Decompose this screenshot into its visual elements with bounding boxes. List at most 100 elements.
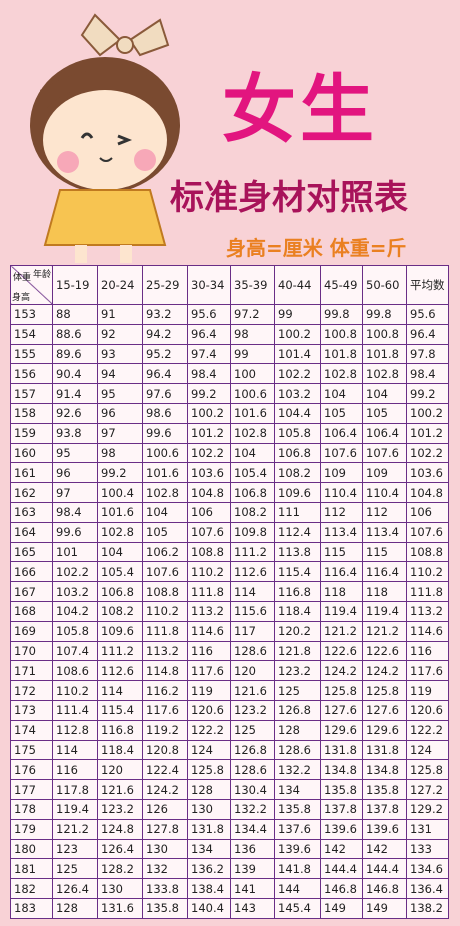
- title: 女生: [222, 67, 378, 153]
- weight-cell: 119.4: [52, 798, 98, 820]
- column-header: 15-19: [52, 265, 98, 305]
- weight-cell: 113.4: [320, 521, 363, 543]
- column-header: 平均数: [406, 265, 449, 305]
- weight-cell: 119: [187, 680, 231, 701]
- height-cell: 159: [10, 422, 53, 444]
- weight-cell: 136.4: [406, 878, 449, 899]
- weight-cell: 94.2: [142, 323, 188, 345]
- weight-cell: 144: [274, 878, 321, 899]
- weight-cell: 106.2: [142, 541, 188, 563]
- weight-cell: 103.2: [274, 383, 321, 404]
- height-cell: 166: [10, 561, 53, 583]
- weight-cell: 134: [274, 779, 321, 800]
- height-cell: 168: [10, 600, 53, 622]
- weight-cell: 113.4: [362, 521, 407, 543]
- weight-cell: 127.2: [406, 779, 449, 800]
- weight-cell: 98: [230, 323, 275, 345]
- weight-cell: 123.2: [97, 798, 143, 820]
- weight-cell: 117.6: [142, 699, 188, 721]
- weight-cell: 115.4: [97, 699, 143, 721]
- weight-cell: 135.8: [362, 779, 407, 800]
- table-row: 160 95 98 100.6 102.2 104 106.8 107.6 107.6 102.2: [10, 442, 449, 464]
- column-header: 35-39: [230, 265, 275, 305]
- table-row: 156 90.4 94 96.4 98.4 100 102.2 102.8 102.8 98.4: [10, 363, 449, 385]
- weight-cell: 128.6: [274, 739, 321, 761]
- weight-cell: 141.8: [274, 858, 321, 880]
- weight-cell: 113.2: [406, 600, 449, 622]
- corner-cell: 体重 年龄 身高: [10, 265, 53, 305]
- weight-cell: 114: [97, 680, 143, 701]
- weight-cell: 103.6: [187, 462, 231, 484]
- height-cell: 171: [10, 660, 53, 682]
- weight-cell: 116.4: [320, 561, 363, 583]
- weight-cell: 124.2: [362, 660, 407, 682]
- weight-cell: 88: [52, 304, 98, 325]
- weight-cell: 133: [406, 838, 449, 860]
- weight-cell: 114: [230, 581, 275, 602]
- weight-cell: 106.8: [230, 482, 275, 503]
- weight-cell: 116: [406, 640, 449, 662]
- subtitle: 标准身材对照表: [170, 178, 408, 218]
- weight-cell: 124: [406, 739, 449, 761]
- weight-cell: 99.6: [52, 521, 98, 543]
- weight-cell: 106.8: [97, 581, 143, 602]
- weight-cell: 110.4: [362, 482, 407, 503]
- weight-cell: 115: [362, 541, 407, 563]
- weight-cell: 114.8: [142, 660, 188, 682]
- weight-cell: 122.6: [320, 640, 363, 662]
- weight-cell: 124.8: [97, 818, 143, 840]
- weight-cell: 95: [97, 383, 143, 404]
- weight-cell: 104: [320, 383, 363, 404]
- weight-cell: 99.8: [320, 304, 363, 325]
- weight-cell: 99.2: [406, 383, 449, 404]
- weight-cell: 139: [230, 858, 275, 880]
- height-cell: 155: [10, 343, 53, 365]
- weight-cell: 129.6: [320, 719, 363, 741]
- weight-cell: 149: [362, 897, 407, 919]
- weight-cell: 124.2: [320, 660, 363, 682]
- weight-cell: 118: [362, 581, 407, 602]
- weight-cell: 108.2: [230, 501, 275, 523]
- weight-cell: 122.2: [406, 719, 449, 741]
- weight-cell: 108.8: [187, 541, 231, 563]
- weight-cell: 136: [230, 838, 275, 860]
- weight-cell: 106.4: [362, 422, 407, 444]
- weight-cell: 130: [97, 878, 143, 899]
- weight-cell: 112: [320, 501, 363, 523]
- weight-cell: 99.2: [187, 383, 231, 404]
- weight-cell: 106: [187, 501, 231, 523]
- weight-cell: 99: [274, 304, 321, 325]
- weight-cell: 100.8: [362, 323, 407, 345]
- column-header: 40-44: [274, 265, 321, 305]
- weight-cell: 146.8: [362, 878, 407, 899]
- weight-cell: 119.2: [142, 719, 188, 741]
- weight-cell: 125: [230, 719, 275, 741]
- weight-cell: 110.2: [406, 561, 449, 583]
- weight-cell: 104: [97, 541, 143, 563]
- weight-cell: 134.4: [230, 818, 275, 840]
- weight-cell: 106.8: [274, 442, 321, 464]
- weight-cell: 131.6: [97, 897, 143, 919]
- weight-cell: 116.8: [97, 719, 143, 741]
- weight-cell: 129.6: [362, 719, 407, 741]
- weight-cell: 104: [362, 383, 407, 404]
- weight-cell: 98.4: [406, 363, 449, 385]
- table-row: 182 126.4 130 133.8 138.4 141 144 146.8 146.8 136…: [10, 878, 449, 899]
- weight-cell: 98.6: [142, 402, 188, 424]
- weight-cell: 126: [142, 798, 188, 820]
- weight-cell: 105: [362, 402, 407, 424]
- weight-cell: 110.2: [187, 561, 231, 583]
- table-row: 181 125 128.2 132 136.2 139 141.8 144.4 144.4 134…: [10, 858, 449, 880]
- height-cell: 173: [10, 699, 53, 721]
- table-row: 173 111.4 115.4 117.6 120.6 123.2 126.8 127.6 12…: [10, 699, 449, 721]
- table-row: 172 110.2 114 116.2 119 121.6 125 125.8 125.8 119: [10, 680, 449, 701]
- weight-cell: 96.4: [142, 363, 188, 385]
- table-row: 157 91.4 95 97.6 99.2 100.6 103.2 104 104 99.2: [10, 383, 449, 404]
- weight-cell: 117.8: [52, 779, 98, 800]
- weight-cell: 107.6: [142, 561, 188, 583]
- weight-cell: 127.6: [362, 699, 407, 721]
- table-row: 177 117.8 121.6 124.2 128 130.4 134 135.8 135.8 1…: [10, 779, 449, 800]
- height-cell: 153: [10, 304, 53, 325]
- weight-cell: 105.4: [230, 462, 275, 484]
- weight-cell: 101.6: [142, 462, 188, 484]
